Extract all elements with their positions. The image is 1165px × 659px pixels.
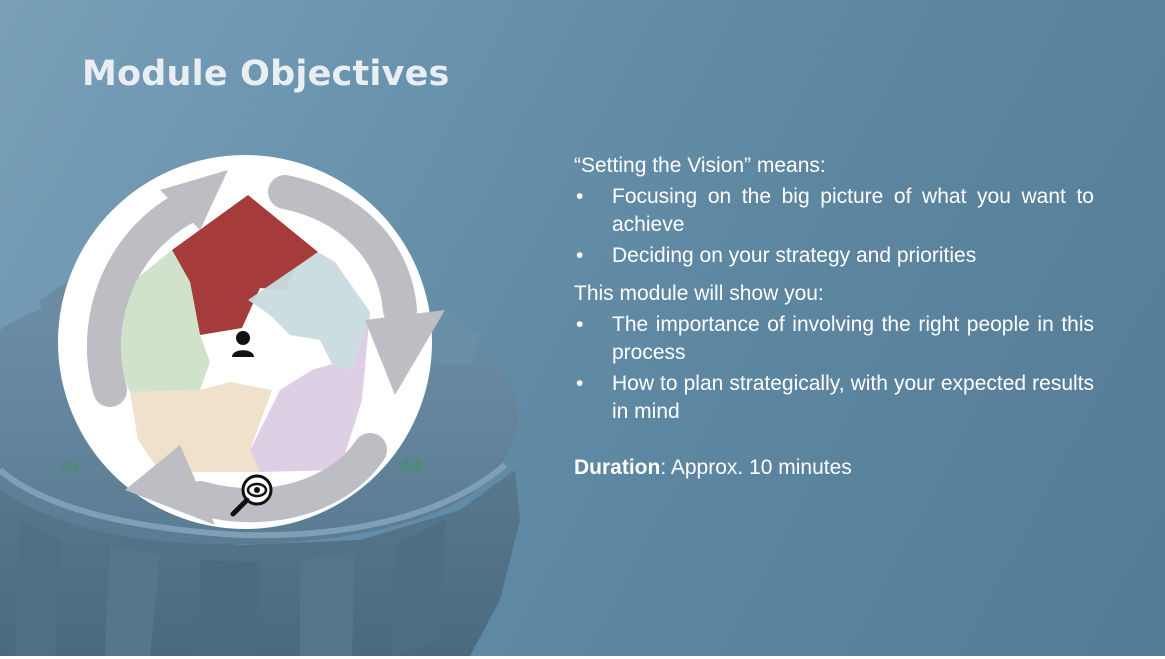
- intro-setting-vision: “Setting the Vision” means:: [574, 154, 826, 177]
- segment-top: [172, 195, 318, 335]
- segment-left: [110, 250, 210, 392]
- cycle-arrows: [86, 175, 417, 523]
- segment-right: [248, 252, 370, 370]
- bullet-dot: •: [576, 244, 584, 267]
- vision-cycle-diagram: [58, 155, 445, 529]
- segment-lower-left: [130, 382, 272, 472]
- bullet-dot: •: [576, 313, 584, 336]
- page-title: Module Objectives: [82, 54, 450, 94]
- bullet-list-vision: • Focusing on the big picture of what yo…: [574, 183, 1094, 270]
- arrow-heads: [125, 170, 445, 525]
- bullet-item: • How to plan strategically, with your e…: [574, 370, 1094, 426]
- bullet-dot: •: [576, 185, 584, 208]
- bullet-dot: •: [576, 372, 584, 395]
- bullet-item: • Focusing on the big picture of what yo…: [574, 183, 1094, 239]
- bullet-item: • Deciding on your strategy and prioriti…: [574, 242, 1094, 270]
- duration-line: Duration: Approx. 10 minutes: [574, 454, 1094, 482]
- duration-label: Duration: [574, 456, 661, 479]
- segment-lower-right: [250, 312, 370, 472]
- bullet-text: Deciding on your strategy and priorities: [612, 244, 977, 267]
- person-icon: [232, 331, 254, 357]
- bullet-text: Focusing on the big picture of what you …: [612, 185, 1094, 236]
- bullet-item: • The importance of involving the right …: [574, 311, 1094, 367]
- objectives-text: “Setting the Vision” means: • Focusing o…: [574, 152, 1094, 482]
- intro-module-shows: This module will show you:: [574, 282, 824, 305]
- bullet-list-module: • The importance of involving the right …: [574, 311, 1094, 426]
- magnifier-eye-icon: [230, 474, 273, 517]
- bullet-text: How to plan strategically, with your exp…: [612, 372, 1094, 423]
- bullet-text: The importance of involving the right pe…: [612, 313, 1094, 364]
- duration-value: : Approx. 10 minutes: [660, 456, 852, 479]
